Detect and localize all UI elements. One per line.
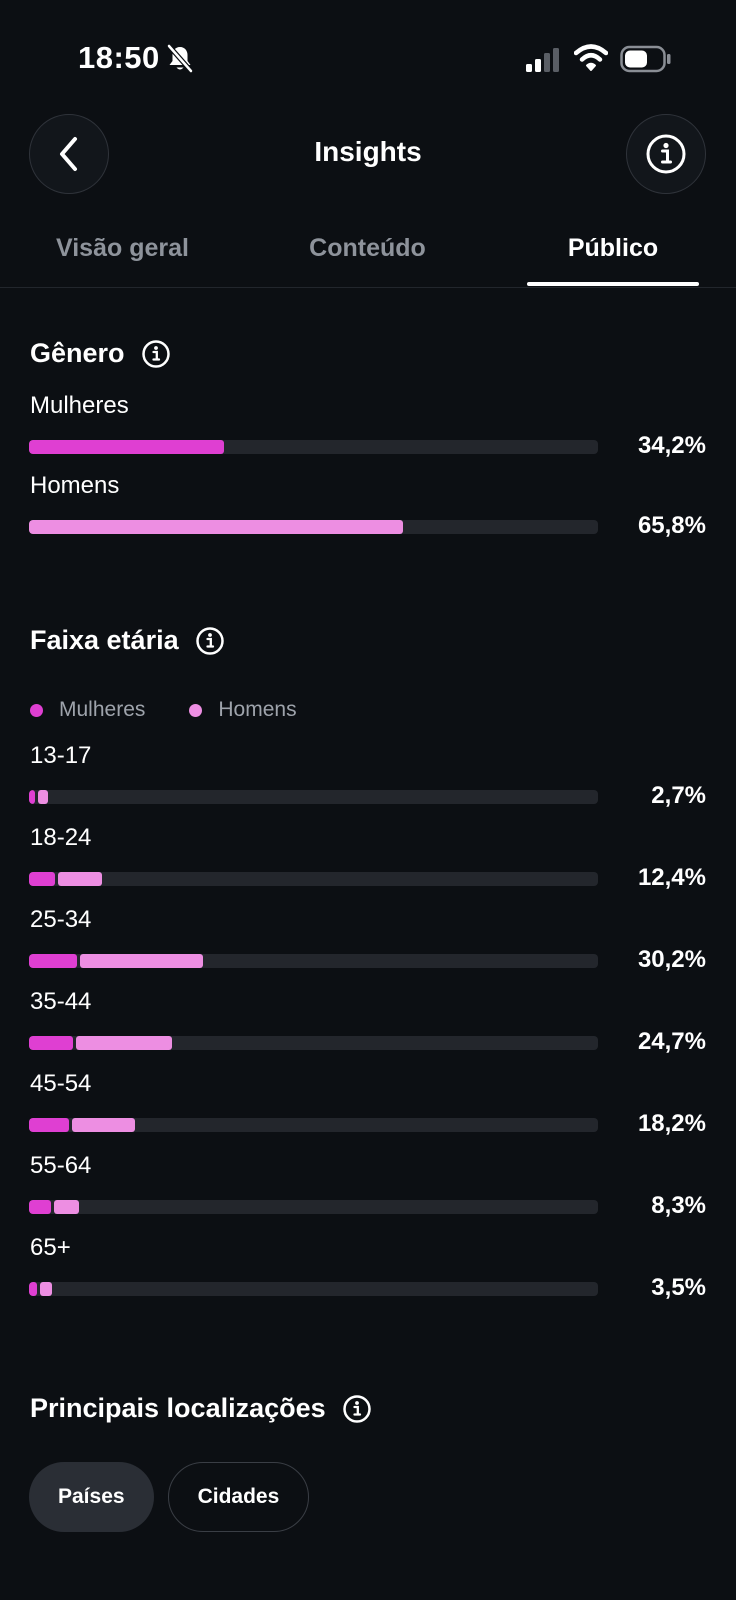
age-row-percentage: 30,2% <box>637 946 706 973</box>
age-bar-men-fill <box>38 790 48 804</box>
tab-overview[interactable]: Visão geral <box>56 234 189 262</box>
age-row-label: 55-64 <box>30 1152 92 1179</box>
age-bar-men-fill <box>72 1118 135 1132</box>
legend-men: Homens <box>189 698 297 722</box>
info-button[interactable] <box>626 114 706 194</box>
gender-section-title: Gênero <box>30 338 171 369</box>
gender-title-text: Gênero <box>30 338 125 368</box>
age-bar-track <box>29 1036 598 1050</box>
info-icon <box>646 134 686 174</box>
age-row-label: 25-34 <box>30 906 92 933</box>
legend-women: Mulheres <box>30 698 145 722</box>
age-row-percentage: 24,7% <box>637 1028 706 1055</box>
age-bar-women-fill <box>29 1200 51 1214</box>
age-row-label: 18-24 <box>30 824 92 851</box>
age-bar-women-fill <box>29 1036 73 1050</box>
age-legend: Mulheres Homens <box>30 698 341 722</box>
gender-row-label: Mulheres <box>30 392 129 419</box>
age-bar-track <box>29 1118 598 1132</box>
age-bar-men-fill <box>58 872 102 886</box>
age-row-label: 65+ <box>30 1234 71 1261</box>
location-filter-chips: Países Cidades <box>29 1462 323 1532</box>
age-bar-women-fill <box>29 1282 37 1296</box>
age-row-label: 45-54 <box>30 1070 92 1097</box>
bell-muted-icon <box>167 44 193 73</box>
chip-cities[interactable]: Cidades <box>167 1462 310 1532</box>
age-bar-women-fill <box>29 790 35 804</box>
age-bar-women-fill <box>29 872 55 886</box>
age-bar-track <box>29 1200 598 1214</box>
age-bar-men-fill <box>80 954 203 968</box>
gender-info-icon[interactable] <box>141 339 171 369</box>
age-bar-men-fill <box>76 1036 172 1050</box>
locations-title-text: Principais localizações <box>30 1393 326 1423</box>
battery-icon <box>620 45 671 73</box>
age-section-title: Faixa etária <box>30 625 225 656</box>
tab-audience[interactable]: Público <box>567 234 659 262</box>
age-bar-track <box>29 1282 598 1296</box>
chevron-left-icon <box>60 137 77 171</box>
locations-section-title: Principais localizações <box>30 1393 372 1424</box>
active-tab-indicator <box>527 282 699 286</box>
gender-bar-track <box>29 520 598 534</box>
cellular-signal-icon <box>526 48 559 72</box>
age-bar-track <box>29 790 598 804</box>
age-bar-women-fill <box>29 1118 69 1132</box>
legend-men-label: Homens <box>218 698 297 721</box>
gender-row-percentage: 34,2% <box>637 432 706 459</box>
tab-content[interactable]: Conteúdo <box>309 234 426 262</box>
gender-row-percentage: 65,8% <box>637 512 706 539</box>
locations-info-icon[interactable] <box>342 1394 372 1424</box>
gender-row-label: Homens <box>30 472 120 499</box>
age-info-icon[interactable] <box>195 626 225 656</box>
age-row-percentage: 3,5% <box>651 1274 706 1301</box>
legend-women-label: Mulheres <box>59 698 146 721</box>
age-row-percentage: 8,3% <box>651 1192 706 1219</box>
age-row-percentage: 18,2% <box>637 1110 706 1137</box>
chip-countries[interactable]: Países <box>29 1462 154 1532</box>
age-row-label: 35-44 <box>30 988 92 1015</box>
back-button[interactable] <box>29 114 109 194</box>
status-time: 18:50 <box>78 40 160 75</box>
age-row-percentage: 12,4% <box>637 864 706 891</box>
legend-men-dot <box>189 703 203 717</box>
legend-women-dot <box>30 703 43 717</box>
age-row-label: 13-17 <box>30 742 92 769</box>
age-bar-men-fill <box>40 1282 52 1296</box>
age-bar-men-fill <box>54 1200 79 1214</box>
age-bar-women-fill <box>29 954 77 968</box>
age-bar-track <box>29 954 598 968</box>
status-bar: 18:50 <box>0 0 736 110</box>
age-bar-track <box>29 872 598 886</box>
gender-bar-track <box>29 440 598 454</box>
age-title-text: Faixa etária <box>30 625 179 655</box>
page-title: Insights <box>314 136 422 167</box>
gender-bar-women-fill <box>29 440 224 454</box>
age-row-percentage: 2,7% <box>651 782 706 809</box>
tab-bar: Visão geral Conteúdo Público <box>0 220 736 288</box>
wifi-icon <box>574 44 608 71</box>
gender-bar-men-fill <box>29 520 403 534</box>
